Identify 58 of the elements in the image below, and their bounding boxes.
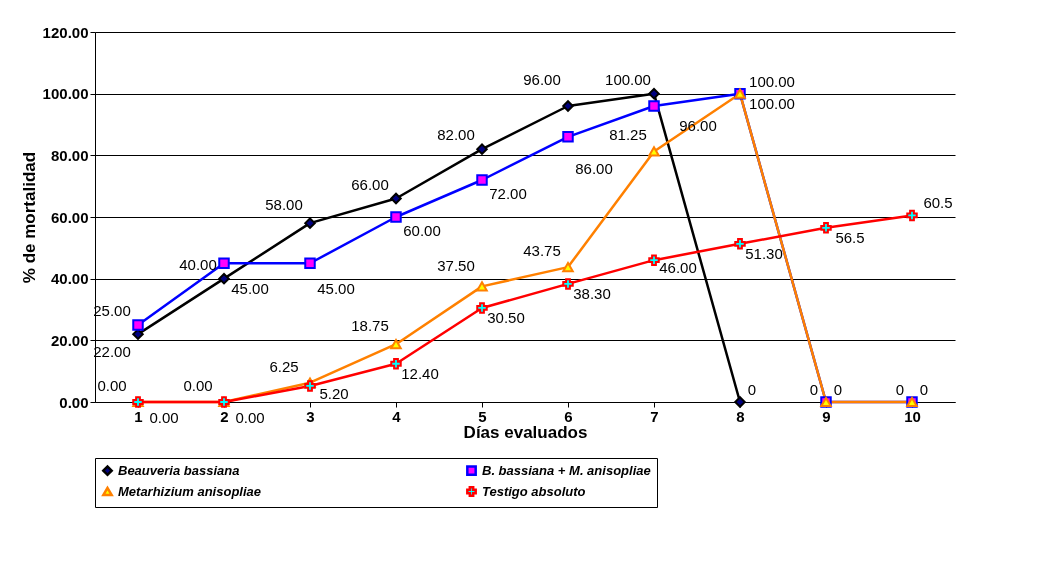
data-label: 45.00 xyxy=(317,280,355,298)
data-label: 100.00 xyxy=(605,70,651,88)
data-label: 0 xyxy=(833,381,843,398)
x-tick-label: 1 xyxy=(134,407,143,425)
data-label: 82.00 xyxy=(437,126,475,144)
x-tick-label: 6 xyxy=(564,407,573,425)
data-label: 0.00 xyxy=(235,409,265,426)
data-label: 100.00 xyxy=(749,72,795,90)
data-label: 0 xyxy=(747,381,757,398)
data-label: 60.00 xyxy=(403,222,441,239)
x-tick-label: 3 xyxy=(306,407,315,425)
y-tick-label: 100.00 xyxy=(42,85,89,103)
data-label: 0.00 xyxy=(183,377,213,394)
data-label: 30.50 xyxy=(487,308,525,326)
x-tick-label: 10 xyxy=(904,407,921,425)
x-tick-label: 2 xyxy=(220,407,229,425)
data-label: 12.40 xyxy=(401,364,439,382)
data-label: 40.00 xyxy=(179,255,217,273)
y-tick-label: 120.00 xyxy=(42,23,89,41)
data-label: 45.00 xyxy=(231,280,269,298)
y-tick-label: 60.00 xyxy=(50,208,89,226)
y-tick-label: 80.00 xyxy=(50,146,89,164)
data-label: 43.75 xyxy=(523,242,561,260)
data-label: 0 xyxy=(919,381,929,398)
data-label: 96.00 xyxy=(523,71,561,88)
data-label: 0.00 xyxy=(149,409,179,426)
data-label: 66.00 xyxy=(351,175,389,193)
data-label: 6.25 xyxy=(269,357,299,375)
y-axis-title: % de mortalidad xyxy=(19,151,39,284)
data-label: 0 xyxy=(809,381,819,398)
legend-label: Metarhizium anisopliae xyxy=(118,483,262,499)
data-label: 60.5 xyxy=(923,194,953,212)
x-tick-label: 5 xyxy=(478,407,487,425)
data-label: 46.00 xyxy=(659,259,697,277)
data-label: 72.00 xyxy=(489,185,527,202)
y-tick-label: 40.00 xyxy=(50,270,89,288)
data-label: 37.50 xyxy=(437,257,475,275)
data-label: 0 xyxy=(895,381,905,398)
data-label: 18.75 xyxy=(351,317,389,335)
data-label: 0.00 xyxy=(97,377,127,394)
x-tick-label: 8 xyxy=(736,407,745,425)
data-label: 38.30 xyxy=(573,284,611,302)
legend-label: B. bassiana + M. anisopliae xyxy=(482,462,651,478)
data-label: 86.00 xyxy=(575,159,613,177)
legend-label: Testigo absoluto xyxy=(482,483,586,499)
x-tick-label: 7 xyxy=(650,407,659,425)
y-tick-label: 0.00 xyxy=(59,393,89,411)
y-tick-label: 20.00 xyxy=(50,331,89,349)
data-label: 58.00 xyxy=(265,196,303,214)
data-label: 81.25 xyxy=(609,126,647,144)
x-tick-label: 4 xyxy=(392,407,402,425)
x-tick-label: 9 xyxy=(822,407,831,425)
data-label: 56.5 xyxy=(835,228,865,246)
legend-label: Beauveria bassiana xyxy=(118,462,240,478)
x-axis-title: Días evaluados xyxy=(463,422,588,442)
data-label: 51.30 xyxy=(745,244,783,262)
data-label: 5.20 xyxy=(319,384,349,402)
data-label: 100.00 xyxy=(749,94,795,112)
